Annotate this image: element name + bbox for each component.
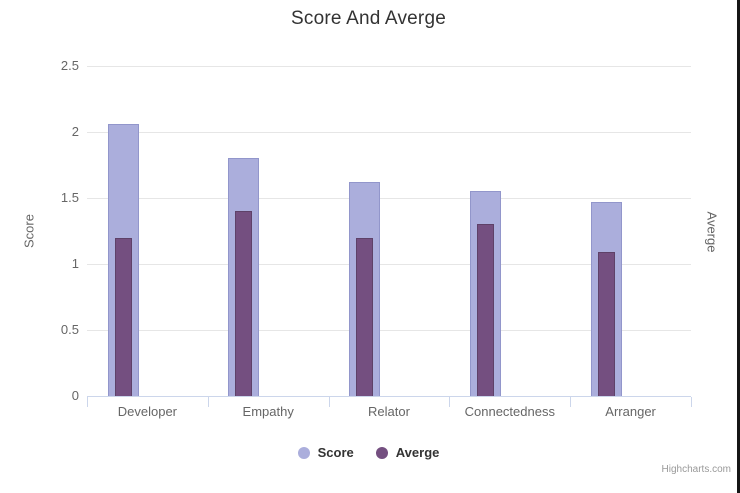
legend-label-score: Score xyxy=(317,445,354,460)
column-averge-empathy[interactable] xyxy=(235,211,253,396)
x-axis-tick xyxy=(691,397,692,407)
y-tick-label: 0 xyxy=(71,388,79,403)
gridline xyxy=(87,66,691,67)
x-category-label-empathy: Empathy xyxy=(242,404,294,419)
x-category-label-developer: Developer xyxy=(117,404,178,419)
x-axis-tick xyxy=(328,397,330,407)
legend-item-score[interactable]: Score xyxy=(297,445,354,460)
screenshot-right-border xyxy=(737,0,740,493)
x-axis-tick xyxy=(207,397,209,407)
y-tick-label: 0.5 xyxy=(60,322,79,337)
plot-area xyxy=(87,66,691,397)
score-series-marker-icon xyxy=(297,446,310,459)
gridline xyxy=(87,264,691,265)
column-averge-relator[interactable] xyxy=(356,237,374,396)
highcharts-credit-link[interactable]: Highcharts.com xyxy=(661,464,731,475)
gridline xyxy=(87,198,691,199)
column-averge-connectedness[interactable] xyxy=(476,224,494,396)
y-tick-label: 1.5 xyxy=(60,190,79,205)
legend: Score Averge xyxy=(0,445,737,460)
y-axis-title: Score xyxy=(21,214,37,248)
x-category-label-connectedness: Connectedness xyxy=(464,404,555,419)
x-axis-tick xyxy=(87,397,88,407)
x-axis-tick xyxy=(570,397,572,407)
chart-title: Score And Averge xyxy=(291,8,446,29)
averge-series-marker-icon xyxy=(375,446,388,459)
column-averge-arranger[interactable] xyxy=(597,252,615,396)
column-averge-developer[interactable] xyxy=(114,237,132,396)
y-tick-label: 2.5 xyxy=(60,58,79,73)
gridline xyxy=(87,132,691,133)
legend-item-averge[interactable]: Averge xyxy=(375,445,440,460)
legend-label-averge: Averge xyxy=(395,445,440,460)
y-tick-label: 1 xyxy=(71,256,79,271)
gridline xyxy=(87,330,691,331)
y2-axis-title: Averge xyxy=(704,211,720,253)
y-tick-label: 2 xyxy=(71,124,79,139)
x-category-label-arranger: Arranger xyxy=(605,404,656,419)
x-axis-tick xyxy=(449,397,451,407)
x-category-label-relator: Relator xyxy=(368,404,410,419)
